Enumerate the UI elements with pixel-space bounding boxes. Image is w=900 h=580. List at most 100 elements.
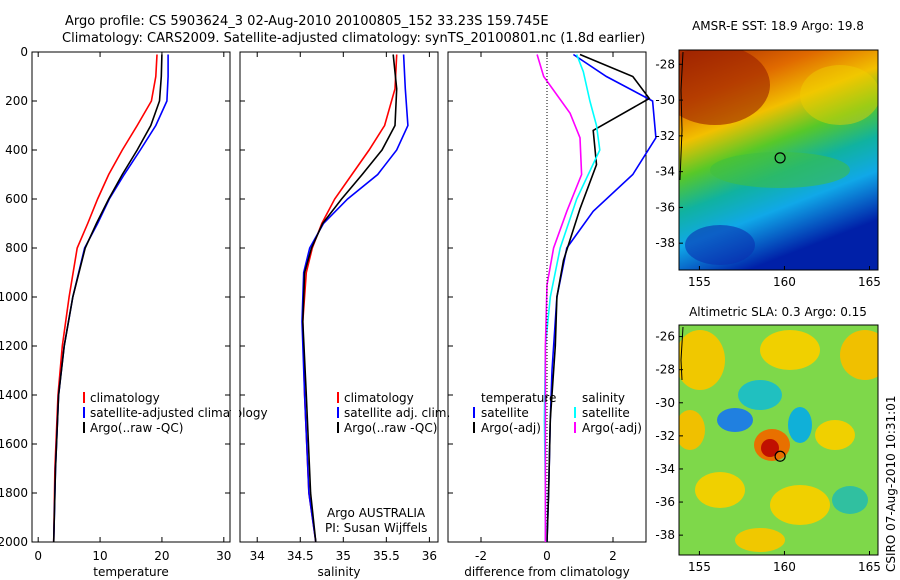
difference-plot: -2 0 2 xyxy=(475,52,657,563)
x-tick-label: 10 xyxy=(92,549,107,563)
sla-yellow-1 xyxy=(679,330,725,390)
legend-label-argo: Argo(..raw -QC) xyxy=(344,421,437,435)
depth-axis: 0 200 400 600 800 1000 1200 1400 1600 1800 2000 xyxy=(0,45,453,549)
series-line-argo-raw-qc- xyxy=(52,54,163,543)
series-line-temperature-satellite xyxy=(546,53,657,543)
depth-tick-label: 800 xyxy=(5,241,28,255)
sst-axes: 155 160 165 -28 -30 -32 -34 -36 -38 xyxy=(655,57,881,289)
legend-label-climatology: climatology xyxy=(90,391,160,405)
legend-label-argo: Argo(..raw -QC) xyxy=(90,421,183,435)
x-tick-label: 20 xyxy=(154,549,169,563)
series-line-temperature-argo-adj- xyxy=(546,53,651,543)
lat-tick-label: -34 xyxy=(655,462,675,476)
legend-clip-mask xyxy=(231,400,239,422)
depth-tick-label: 1800 xyxy=(0,486,28,500)
salinity-plot: 34 34.5 35 35.5 36 xyxy=(250,52,437,563)
lat-tick-label: -30 xyxy=(655,93,675,107)
x-tick-label: 35.5 xyxy=(373,549,400,563)
x-tick-label: 35 xyxy=(336,549,351,563)
legend-label-satellite: satellite-adjusted climatology xyxy=(90,406,268,420)
salinity-axis-label: salinity xyxy=(317,565,360,579)
depth-tick-label: 1200 xyxy=(0,339,28,353)
temperature-legend: climatology satellite-adjusted climatolo… xyxy=(83,391,268,435)
legend-label-salinity-satellite: satellite xyxy=(582,406,630,420)
sla-yellow-5 xyxy=(815,420,855,450)
lat-tick-label: -28 xyxy=(655,57,675,71)
timestamp-label: CSIRO 07-Aug-2010 10:31:01 xyxy=(884,396,898,572)
lat-tick-label: -34 xyxy=(655,165,675,179)
series-line-argo-raw-qc- xyxy=(301,54,398,543)
sla-axes: 155 160 165 -26 -28 -30 -32 -34 -36 -38 xyxy=(655,330,881,574)
lat-tick-label: -32 xyxy=(655,129,675,143)
lon-tick-label: 160 xyxy=(773,560,796,574)
pi-label: PI: Susan Wijffels xyxy=(325,521,427,535)
lon-tick-label: 165 xyxy=(858,560,881,574)
coastline xyxy=(680,326,684,381)
sla-map-title: Altimetric SLA: 0.3 Argo: 0.15 xyxy=(689,305,867,319)
legend-label-climatology: climatology xyxy=(344,391,414,405)
coastline xyxy=(679,51,684,181)
depth-tick-label: 200 xyxy=(5,94,28,108)
argo-float-marker xyxy=(774,450,786,462)
sst-green-tongue xyxy=(710,152,850,188)
sla-yellow-7 xyxy=(770,485,830,525)
sst-yellow-patch xyxy=(800,65,878,125)
sla-blue-1 xyxy=(717,408,753,432)
legend-label-temperature-satellite: satellite xyxy=(481,406,529,420)
sla-map xyxy=(679,325,878,555)
sst-map xyxy=(679,50,878,270)
lon-tick-label: 155 xyxy=(688,275,711,289)
lat-tick-label: -36 xyxy=(655,495,675,509)
title-line-2: Climatology: CARS2009. Satellite-adjuste… xyxy=(62,31,645,46)
sla-yellow-4 xyxy=(679,410,705,450)
sla-yellow-2 xyxy=(760,330,820,370)
depth-tick-label: 2000 xyxy=(0,535,28,549)
legend-title-temperature: temperature xyxy=(481,391,556,405)
sst-warm-core xyxy=(679,50,770,125)
x-tick-label: 0 xyxy=(543,549,551,563)
difference-legend: temperature satellite Argo(-adj) salinit… xyxy=(473,391,642,435)
depth-tick-label: 400 xyxy=(5,143,28,157)
temperature-plot: 0 10 20 30 xyxy=(32,51,231,563)
legend-label-satellite: satellite adj. clim. xyxy=(344,406,450,420)
salinity-legend: climatology satellite adj. clim. Argo(..… xyxy=(337,391,450,435)
lat-tick-label: -28 xyxy=(655,363,675,377)
lat-tick-label: -38 xyxy=(655,236,675,250)
sst-map-frame xyxy=(678,49,879,271)
lat-tick-label: -32 xyxy=(655,429,675,443)
lon-tick-label: 155 xyxy=(688,560,711,574)
temperature-axis-label: temperature xyxy=(93,565,168,579)
series-line-climatology xyxy=(301,54,398,543)
sla-cyan-2 xyxy=(788,407,812,443)
x-tick-label: 2 xyxy=(609,549,617,563)
depth-tick-label: 1000 xyxy=(0,290,28,304)
lon-tick-label: 160 xyxy=(773,275,796,289)
difference-axis-label: difference from climatology xyxy=(464,565,630,579)
lat-tick-label: -36 xyxy=(655,200,675,214)
series-line-salinity-satellite xyxy=(543,54,601,542)
temperature-plot-frame xyxy=(31,51,231,543)
sla-yellow-8 xyxy=(735,528,785,552)
x-tick-label: 30 xyxy=(216,549,231,563)
legend-label-salinity-argo: Argo(-adj) xyxy=(582,421,642,435)
depth-tick-label: 600 xyxy=(5,192,28,206)
legend-title-salinity: salinity xyxy=(582,391,625,405)
depth-tick-label: 1600 xyxy=(0,437,28,451)
sla-yellow-3 xyxy=(840,330,878,380)
title-line-1: Argo profile: CS 5903624_3 02-Aug-2010 2… xyxy=(65,14,549,29)
lat-tick-label: -30 xyxy=(655,396,675,410)
argo-program-label: Argo AUSTRALIA xyxy=(327,506,426,520)
depth-tick-label: 1400 xyxy=(0,388,28,402)
series-line-salinity-argo-adj- xyxy=(536,54,583,542)
series-line-satellite-adj-clim- xyxy=(301,54,409,543)
sla-red-core xyxy=(761,439,779,457)
sla-yellow-6 xyxy=(695,472,745,508)
x-tick-label: -2 xyxy=(475,549,487,563)
sla-map-frame xyxy=(678,324,879,556)
x-tick-label: 34.5 xyxy=(287,549,314,563)
series-line-satellite-adjusted-climatology xyxy=(52,54,169,543)
lat-tick-label: -38 xyxy=(655,528,675,542)
lon-tick-label: 165 xyxy=(858,275,881,289)
x-tick-label: 36 xyxy=(422,549,437,563)
